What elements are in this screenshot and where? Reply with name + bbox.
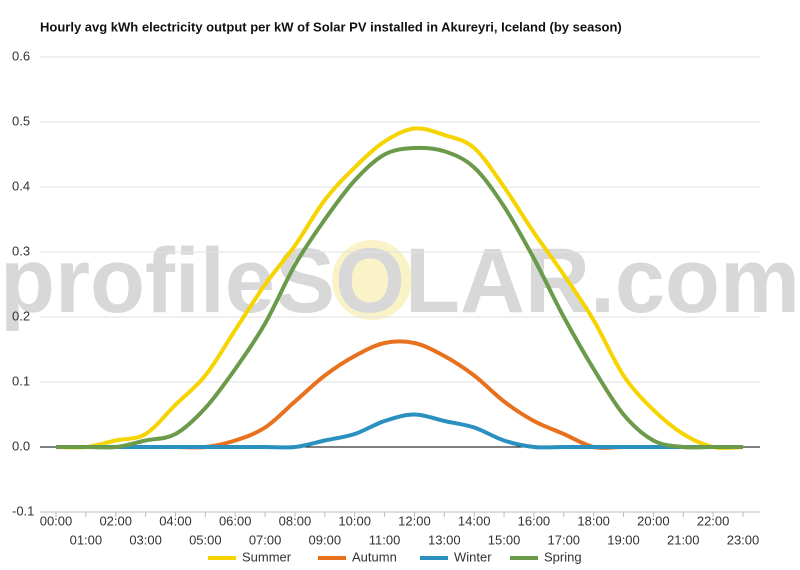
x-tick-label: 05:00 <box>189 532 222 547</box>
y-tick-label: 0.4 <box>12 178 30 193</box>
x-tick-label: 01:00 <box>70 532 103 547</box>
x-tick-label: 13:00 <box>428 532 461 547</box>
y-tick-label: 0.6 <box>12 48 30 63</box>
legend-label: Summer <box>242 549 292 564</box>
y-tick-label: 0.2 <box>12 308 30 323</box>
x-tick-label: 00:00 <box>40 513 73 528</box>
x-tick-label: 22:00 <box>697 513 730 528</box>
series-line <box>56 145 743 450</box>
x-tick-label: 11:00 <box>369 532 401 547</box>
legend-label: Winter <box>454 549 492 564</box>
y-tick-label: 0.0 <box>12 438 30 453</box>
x-tick-label: 21:00 <box>667 532 700 547</box>
x-tick-label: 20:00 <box>637 513 670 528</box>
x-tick-label: 08:00 <box>279 513 312 528</box>
x-tick-label: 16:00 <box>518 513 551 528</box>
y-tick-label: 0.5 <box>12 113 30 128</box>
x-tick-label: 04:00 <box>159 513 192 528</box>
series-line <box>55 126 744 450</box>
chart-title: Hourly avg kWh electricity output per kW… <box>40 19 622 34</box>
x-tick-label: 14:00 <box>458 513 491 528</box>
x-tick-label: 19:00 <box>607 532 640 547</box>
watermark: profileSOLAR.com <box>0 230 800 332</box>
x-tick-label: 10:00 <box>338 513 371 528</box>
x-tick-label: 09:00 <box>309 532 342 547</box>
x-tick-label: 03:00 <box>129 532 162 547</box>
x-tick-label: 06:00 <box>219 513 252 528</box>
x-tick-label: 17:00 <box>548 532 581 547</box>
x-tick-label: 18:00 <box>577 513 610 528</box>
y-tick-label: 0.3 <box>12 243 30 258</box>
y-tick-label: 0.1 <box>12 373 30 388</box>
x-tick-label: 15:00 <box>488 532 521 547</box>
x-tick-label: 23:00 <box>727 532 760 547</box>
legend-label: Autumn <box>352 549 397 564</box>
x-tick-label: 02:00 <box>99 513 132 528</box>
x-tick-label: 07:00 <box>249 532 282 547</box>
legend-label: Spring <box>544 549 582 564</box>
series-line <box>56 412 743 450</box>
y-tick-label: -0.1 <box>12 503 34 518</box>
watermark-sun <box>332 240 412 320</box>
x-tick-label: 12:00 <box>398 513 431 528</box>
